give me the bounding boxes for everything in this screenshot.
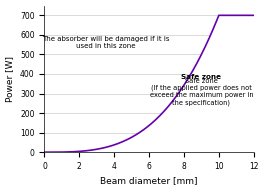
X-axis label: Beam diameter [mm]: Beam diameter [mm]: [100, 176, 198, 185]
Text: Safe zone
(If the applied power does not
exceed the maximum power in
the specifi: Safe zone (If the applied power does not…: [150, 78, 253, 106]
Y-axis label: Power [W]: Power [W]: [6, 56, 15, 102]
Text: Safe zone: Safe zone: [181, 74, 221, 80]
Text: The absorber will be damaged if it is
used in this zone: The absorber will be damaged if it is us…: [42, 36, 169, 49]
